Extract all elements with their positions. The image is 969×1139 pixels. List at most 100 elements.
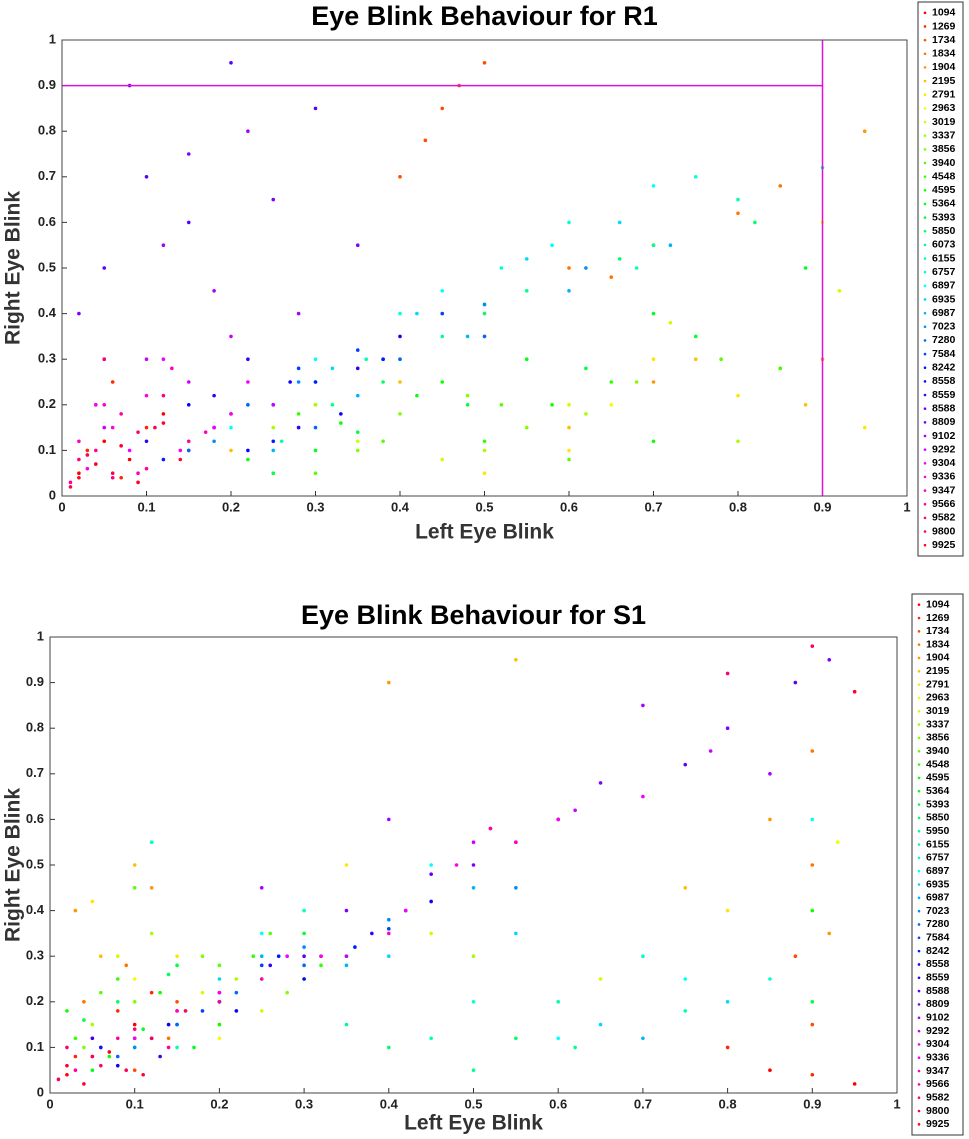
data-point [115, 977, 120, 981]
legend-marker [917, 603, 921, 606]
data-point [90, 1054, 95, 1059]
legend-label: 2791 [932, 89, 956, 101]
legend-label: 1734 [932, 34, 956, 46]
legend-marker [917, 736, 921, 740]
data-point [514, 658, 518, 662]
data-point [387, 954, 391, 958]
data-point [736, 211, 740, 216]
x-tick-label: 0.2 [210, 1096, 228, 1111]
data-point [683, 762, 688, 767]
data-point [725, 671, 730, 676]
data-point [259, 886, 264, 890]
legend-label: 2791 [926, 678, 950, 690]
legend-label: 8588 [932, 402, 956, 414]
y-tick-label: 0.1 [26, 1039, 44, 1054]
legend-label: 3019 [932, 116, 956, 128]
legend-marker [917, 723, 921, 726]
data-point [641, 703, 645, 708]
data-point [234, 977, 239, 981]
data-point [471, 863, 476, 867]
data-point [203, 430, 208, 434]
y-tick-label: 0.1 [38, 442, 56, 457]
data-point [683, 977, 688, 981]
data-point [110, 380, 115, 384]
legend-marker [917, 1003, 921, 1006]
x-tick-label: 0.6 [549, 1096, 567, 1111]
data-point [82, 1082, 86, 1086]
legend-label: 9292 [926, 1025, 950, 1037]
legend-label: 5393 [926, 798, 950, 810]
data-point [268, 931, 273, 936]
legend-marker [917, 683, 921, 686]
data-point [246, 357, 250, 362]
data-point [440, 457, 445, 462]
legend-label: 3019 [926, 705, 950, 717]
data-point [166, 1045, 171, 1050]
data-point [149, 990, 154, 995]
data-point [339, 421, 343, 425]
legend-label: 9292 [932, 443, 956, 455]
legend-label: 3337 [926, 718, 950, 730]
data-point [330, 366, 335, 371]
legend-marker [923, 202, 927, 206]
legend-label: 5850 [932, 225, 956, 237]
data-point [259, 963, 264, 968]
data-point [387, 927, 391, 931]
y-tick-label: 0.5 [26, 856, 44, 871]
legend-label: 5850 [926, 812, 950, 824]
legend-marker [923, 270, 927, 274]
data-point [115, 1054, 120, 1059]
data-point [73, 1068, 78, 1072]
x-tick-label: 0.6 [560, 499, 578, 514]
legend-label: 9582 [926, 1091, 950, 1103]
data-point [296, 425, 301, 430]
data-point [651, 357, 656, 362]
data-point [852, 1082, 857, 1086]
legend-marker [917, 976, 921, 980]
x-tick-label: 0.3 [295, 1096, 313, 1111]
data-point [753, 220, 757, 225]
legend-marker [917, 856, 921, 860]
data-point [778, 184, 783, 188]
legend-label: 1094 [926, 598, 950, 610]
data-point [77, 475, 81, 480]
data-point [725, 726, 730, 730]
data-point [94, 462, 98, 466]
data-point [296, 412, 301, 416]
x-tick-label: 1 [893, 1096, 900, 1111]
data-point [144, 466, 149, 471]
x-tick-label: 1 [903, 499, 910, 514]
legend-label: 6155 [932, 252, 956, 264]
legend-label: 8809 [932, 416, 956, 428]
data-point [296, 380, 301, 384]
data-point [355, 348, 360, 352]
data-point [465, 393, 470, 398]
data-point [683, 1009, 688, 1013]
x-tick-label: 0.3 [306, 499, 324, 514]
data-point [524, 289, 529, 293]
data-point [482, 448, 487, 453]
data-point [212, 289, 216, 293]
legend-marker [917, 816, 921, 820]
data-point [302, 945, 306, 949]
data-point [132, 1022, 137, 1027]
data-point [514, 931, 518, 936]
data-point [810, 863, 815, 867]
data-point [158, 990, 162, 995]
data-point [567, 266, 571, 270]
data-point [803, 266, 808, 270]
legend-marker [923, 25, 927, 28]
data-point [499, 266, 504, 270]
data-point [144, 175, 149, 179]
data-point [641, 1036, 645, 1041]
y-axis-label: Right Eye Blink [2, 191, 25, 345]
data-point [344, 1022, 349, 1027]
data-point [144, 425, 149, 430]
legend-marker [923, 11, 927, 15]
data-point [668, 320, 673, 325]
x-tick-label: 0.9 [813, 499, 831, 514]
legend-marker [923, 311, 927, 315]
legend-marker [917, 1069, 921, 1073]
data-point [482, 302, 487, 307]
